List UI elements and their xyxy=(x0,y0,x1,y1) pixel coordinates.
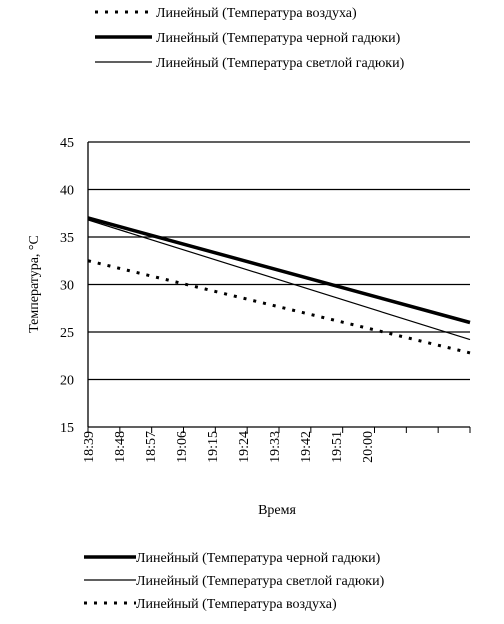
x-tick-label: 19:06 xyxy=(175,431,190,463)
y-tick-label: 25 xyxy=(60,326,74,341)
legend-label: Линейный (Температура светлой гадюки) xyxy=(136,574,385,589)
legend-label: Линейный (Температура черной гадюки) xyxy=(136,551,381,566)
x-tick-label: 19:33 xyxy=(268,431,283,463)
y-axis-title: Температура, °C xyxy=(27,235,42,333)
top-legend: Линейный (Температура воздуха) Линейный (… xyxy=(95,6,405,71)
x-tick-label: 18:57 xyxy=(144,431,159,463)
plot-area: 15 20 25 30 35 40 45 18:39 18:48 18:57 19:06 19:15 1… xyxy=(60,136,471,463)
legend-label: Линейный (Температура воздуха) xyxy=(136,597,337,612)
y-tick-label: 40 xyxy=(60,184,74,199)
x-tick-label: 19:51 xyxy=(330,431,345,463)
x-tick-label: 20:00 xyxy=(361,431,376,463)
x-tick-label: 18:48 xyxy=(113,431,128,463)
series-line-температура-светлой-гадюки xyxy=(87,219,471,341)
legend-label: Линейный (Температура черной гадюки) xyxy=(156,31,401,46)
x-tick-label: 18:39 xyxy=(82,431,97,463)
bottom-legend: Линейный (Температура черной гадюки) Лине… xyxy=(84,551,385,612)
y-tick-label: 20 xyxy=(60,374,74,389)
x-axis-title: Время xyxy=(258,503,296,518)
y-tick-label: 35 xyxy=(60,231,74,246)
x-tick-label: 19:42 xyxy=(299,431,314,463)
y-tick-label: 45 xyxy=(60,136,74,151)
x-tick-label: 19:15 xyxy=(206,431,221,463)
y-tick-label: 15 xyxy=(60,421,74,436)
series-line-температура-черной-гадюки xyxy=(87,216,471,325)
x-tick-label: 19:24 xyxy=(237,431,252,463)
legend-label: Линейный (Температура светлой гадюки) xyxy=(156,56,405,71)
y-tick-label: 30 xyxy=(60,279,74,294)
legend-label: Линейный (Температура воздуха) xyxy=(156,6,357,21)
